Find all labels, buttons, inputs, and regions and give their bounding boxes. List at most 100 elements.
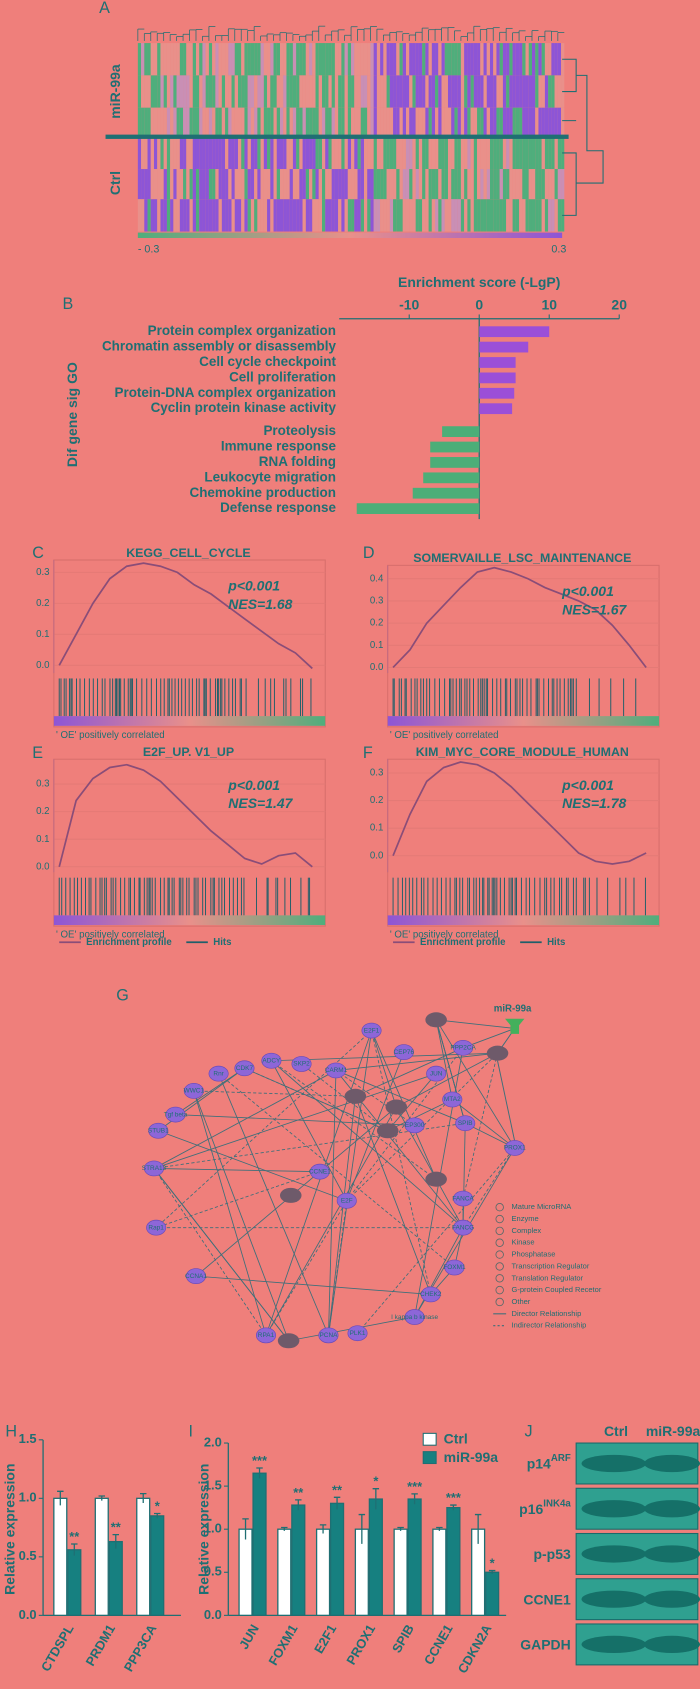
heatmap-cell xyxy=(383,169,387,200)
heatmap-cell xyxy=(237,169,242,200)
heatmap-cell xyxy=(412,136,416,170)
heatmap-cell xyxy=(509,199,513,232)
heatmap-cell xyxy=(195,169,200,200)
heatmap-cell xyxy=(341,169,345,200)
y-tick-label: 0.2 xyxy=(370,618,383,629)
row-label: CCNE1 xyxy=(523,1591,571,1607)
y-tick-label: 0.1 xyxy=(36,834,49,845)
bar xyxy=(442,426,480,438)
heatmap-cell xyxy=(480,169,484,200)
annotation: NES=1.78 xyxy=(562,795,626,811)
heatmap-cell xyxy=(254,199,258,232)
heatmap-cell xyxy=(373,107,377,137)
edge xyxy=(158,1130,347,1202)
edge xyxy=(301,1063,388,1132)
heatmap-cell xyxy=(525,199,529,232)
heatmap-cell xyxy=(150,199,154,232)
heatmap-cell xyxy=(425,199,429,232)
heatmap-cell xyxy=(415,169,419,200)
bar xyxy=(150,1515,165,1616)
heatmap-cell xyxy=(544,107,549,137)
heatmap-cell xyxy=(422,107,426,137)
heatmap-cell xyxy=(292,199,297,232)
heatmap-cell xyxy=(202,199,206,232)
edge xyxy=(371,1030,397,1108)
network-node xyxy=(318,1327,339,1344)
heatmap-cell xyxy=(464,75,468,108)
network-node xyxy=(453,1039,474,1056)
heatmap-cell xyxy=(425,43,429,76)
heatmap-cell xyxy=(393,75,397,108)
heatmap-cell xyxy=(195,107,200,137)
heatmap-cell xyxy=(292,136,297,170)
heatmap-cell xyxy=(509,107,513,137)
heatmap-cell xyxy=(531,199,536,232)
heatmap-cell xyxy=(237,75,242,108)
heatmap-cell xyxy=(451,136,455,170)
heatmap-cell xyxy=(189,107,193,137)
heatmap-cell xyxy=(305,136,310,170)
heatmap-cell xyxy=(412,199,416,232)
group-label: miR-99a xyxy=(107,64,123,119)
heatmap-cell xyxy=(528,107,532,137)
heatmap-cell xyxy=(325,136,329,170)
heatmap-cell xyxy=(347,199,352,232)
y-tick-label: 1.5 xyxy=(204,1478,222,1493)
heatmap-cell xyxy=(396,107,400,137)
heatmap-cell xyxy=(141,43,145,76)
heatmap-cell xyxy=(273,169,277,200)
significance: *** xyxy=(252,1453,268,1468)
heatmap-cell xyxy=(515,107,520,137)
heatmap-cell xyxy=(331,75,335,108)
heatmap-cell xyxy=(205,199,209,232)
mirna-node xyxy=(505,1018,525,1034)
heatmap-cell xyxy=(270,169,274,200)
heatmap-cell xyxy=(163,169,167,200)
heatmap-cell xyxy=(399,107,403,137)
heatmap-cell xyxy=(373,169,377,200)
heatmap-cell xyxy=(528,75,532,108)
heatmap-cell xyxy=(289,169,293,200)
heatmap-cell xyxy=(535,107,539,137)
heatmap-cell xyxy=(276,75,280,108)
heatmap-cell xyxy=(163,199,167,232)
network-node xyxy=(336,1192,357,1209)
heatmap-cell xyxy=(186,136,190,170)
legend-label: miR-99a xyxy=(444,1449,499,1465)
legend-label: Director Relationship xyxy=(512,1309,582,1318)
heatmap-cell xyxy=(276,169,280,200)
heatmap-cell xyxy=(512,199,516,232)
y-tick-label: 0.0 xyxy=(370,662,384,673)
heatmap-cell xyxy=(234,43,238,76)
heatmap-cell xyxy=(551,199,555,232)
heatmap-cell xyxy=(267,169,271,200)
heatmap-cell xyxy=(431,43,436,76)
heatmap-cell xyxy=(499,107,503,137)
heatmap-cell xyxy=(218,136,222,170)
heatmap-cell xyxy=(557,107,562,137)
heatmap-cell xyxy=(519,136,523,170)
heatmap-cell xyxy=(447,75,452,108)
heatmap-cell xyxy=(376,169,381,200)
heatmap-cell xyxy=(289,199,293,232)
heatmap-cell xyxy=(493,136,497,170)
edge xyxy=(153,1070,337,1169)
heatmap-cell xyxy=(299,136,303,170)
legend-icon xyxy=(495,1297,504,1307)
error-bar xyxy=(295,1499,302,1511)
heatmap-cell xyxy=(153,199,158,232)
heatmap-cell xyxy=(344,136,348,170)
heatmap-cell xyxy=(522,75,526,108)
heatmap-cell xyxy=(212,75,216,108)
network-node xyxy=(425,1012,447,1028)
heatmap-cell xyxy=(250,107,255,137)
heatmap-cell xyxy=(208,107,213,137)
heatmap-cell xyxy=(464,169,468,200)
heatmap-cell xyxy=(173,169,177,200)
significance: *** xyxy=(407,1479,423,1494)
heatmap-cell xyxy=(331,107,335,137)
edge xyxy=(355,1047,464,1097)
heatmap-cell xyxy=(473,75,478,108)
heatmap-cell xyxy=(457,136,461,170)
heatmap-cell xyxy=(166,136,171,170)
